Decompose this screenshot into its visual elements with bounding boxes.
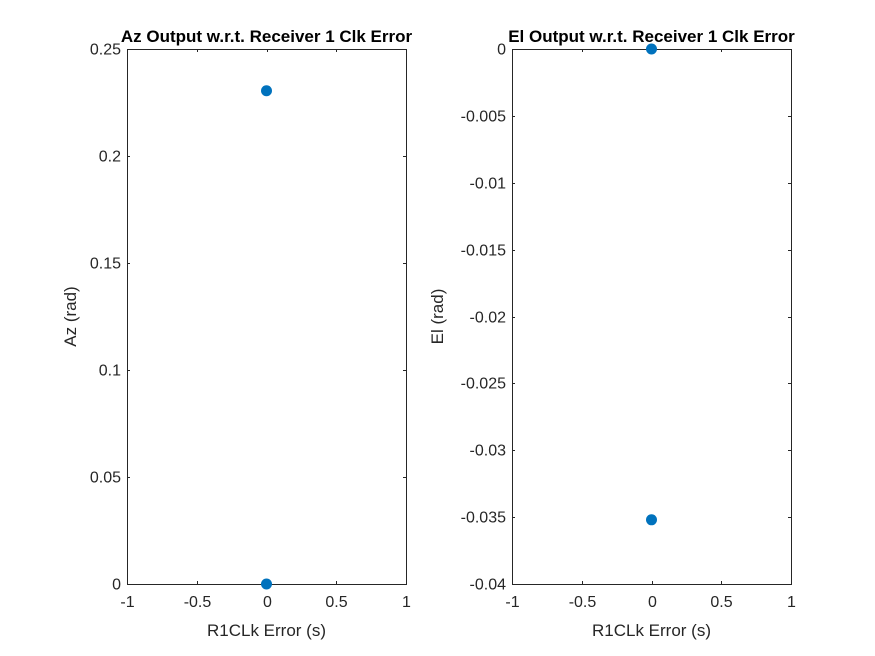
az-xtick-label: -1 — [120, 594, 134, 611]
el-ytick-label: 0 — [497, 42, 506, 59]
el-data-point — [646, 43, 657, 55]
az-ytick-label: 0.25 — [90, 42, 121, 59]
el-ytick-label: -0.03 — [470, 443, 507, 460]
el-ytick-label: -0.02 — [470, 310, 507, 327]
az-data-point — [261, 578, 272, 590]
az-y-axis-label: Az (rad) — [61, 286, 80, 346]
el-xtick-label: 0 — [648, 594, 657, 611]
el-data-point — [646, 514, 657, 526]
az-axes-box — [127, 49, 407, 585]
az-ytick-label: 0.05 — [90, 470, 121, 487]
el-ytick-label: -0.04 — [470, 577, 507, 594]
az-ytick-label: 0.1 — [99, 363, 121, 380]
az-x-axis-label: R1CLk Error (s) — [207, 621, 326, 640]
el-xtick-label: -1 — [505, 594, 519, 611]
az-xtick-label: 0 — [263, 594, 272, 611]
el-ytick-label: -0.025 — [461, 376, 506, 393]
el-axes-box — [512, 49, 792, 585]
el-x-axis-label: R1CLk Error (s) — [592, 621, 711, 640]
el-ytick-label: -0.015 — [461, 243, 506, 260]
az-ytick-label: 0.2 — [99, 149, 121, 166]
el-xtick-label: 0.5 — [710, 594, 732, 611]
az-xtick-label: 1 — [402, 594, 411, 611]
el-xtick-label: 1 — [787, 594, 796, 611]
el-axes: -1 -0.5 0 0.5 1 -0.04 -0.035 -0.03 -0.025 -0.02 -0… — [428, 27, 796, 640]
el-chart-title: El Output w.r.t. Receiver 1 Clk Error — [508, 27, 795, 46]
az-ytick-label: 0 — [112, 577, 121, 594]
el-ytick-label: -0.035 — [461, 510, 506, 527]
el-y-axis-label: El (rad) — [428, 289, 447, 345]
el-xtick-label: -0.5 — [569, 594, 597, 611]
el-ytick-label: -0.01 — [470, 176, 507, 193]
az-data-point — [261, 85, 272, 97]
el-ytick-label: -0.005 — [461, 109, 506, 126]
az-ytick-label: 0.15 — [90, 256, 121, 273]
az-xtick-label: -0.5 — [184, 594, 212, 611]
az-xtick-label: 0.5 — [325, 594, 347, 611]
az-chart-title: Az Output w.r.t. Receiver 1 Clk Error — [121, 27, 413, 46]
